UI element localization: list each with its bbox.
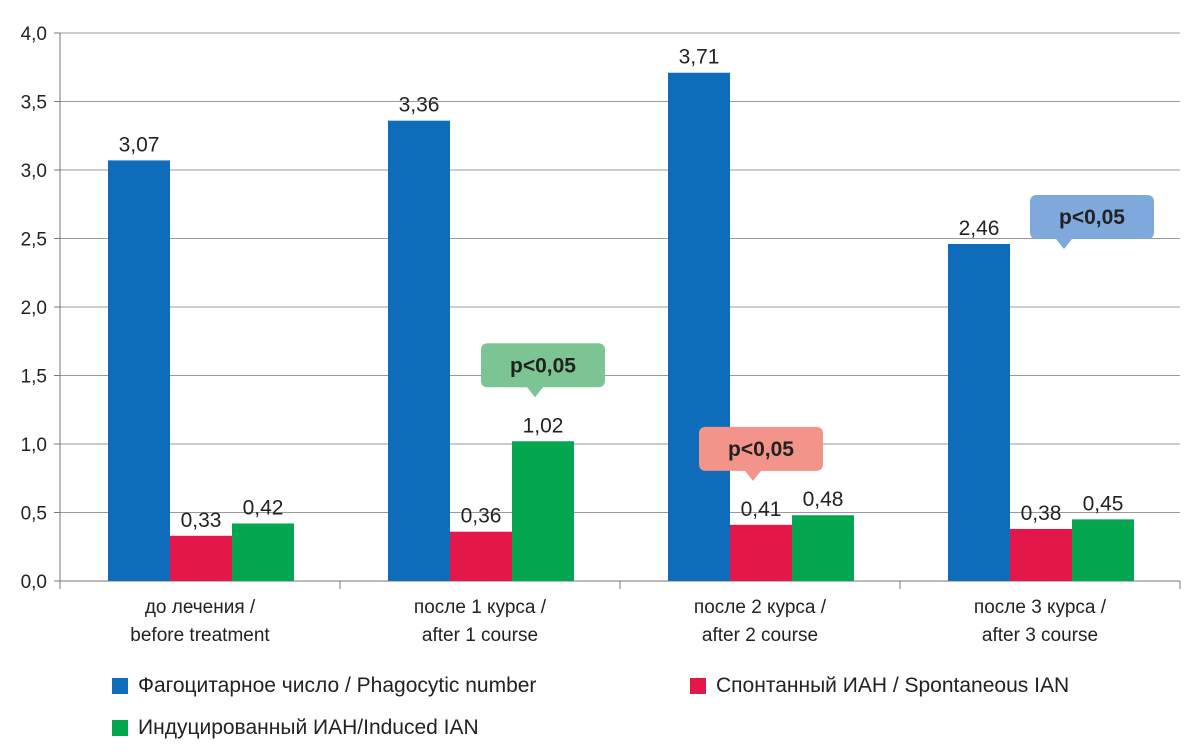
data-label: 3,36 xyxy=(399,94,440,117)
y-tick-label: 3,0 xyxy=(21,161,47,182)
bar xyxy=(232,523,294,581)
bar-chart: 0,0 0,5 1,0 1,5 2,0 2,5 3,0 3,5 4,0 3,07 3,36 3,71 2… xyxy=(21,24,1181,646)
legend-label-spontaneous: Спонтанный ИАН / Spontaneous IAN xyxy=(716,674,1070,697)
y-tick-label: 2,5 xyxy=(21,230,47,251)
data-label: 0,45 xyxy=(1083,492,1124,515)
legend-label-induced: Индуцированный ИАН/Induced IAN xyxy=(138,716,479,739)
data-label: 3,07 xyxy=(119,133,160,156)
bar xyxy=(1072,519,1134,581)
x-category-label: after 2 course xyxy=(702,625,818,646)
y-tick-label: 3,5 xyxy=(21,93,47,114)
data-label: 0,48 xyxy=(803,488,844,511)
bar xyxy=(388,120,450,582)
legend-swatch-induced xyxy=(112,720,128,736)
bar xyxy=(1010,528,1072,581)
legend-item-phagocytic: Фагоцитарное число / Phagocytic number xyxy=(112,674,536,698)
data-label: 0,36 xyxy=(461,505,502,528)
data-label: 3,71 xyxy=(679,46,720,69)
data-label: 0,33 xyxy=(181,509,222,532)
bar xyxy=(730,524,792,581)
legend-swatch-phagocytic xyxy=(112,678,128,694)
x-category-label: до лечения / xyxy=(145,597,256,618)
bar xyxy=(512,441,574,581)
y-tick-label: 0,0 xyxy=(21,572,47,593)
data-label: 0,42 xyxy=(243,496,284,519)
bar xyxy=(668,72,730,581)
x-category-label: before treatment xyxy=(130,625,270,646)
x-category-label: after 3 course xyxy=(982,625,1098,646)
data-label: 2,46 xyxy=(959,217,1000,240)
data-label: 0,41 xyxy=(741,498,782,521)
y-tick-label: 1,0 xyxy=(21,435,47,456)
bar xyxy=(108,160,170,581)
y-tick-label: 0,5 xyxy=(21,504,47,525)
bar xyxy=(450,531,512,581)
significance-label: p<0,05 xyxy=(510,354,576,377)
y-tick-label: 4,0 xyxy=(21,24,47,45)
data-label: 1,02 xyxy=(523,414,564,437)
bar xyxy=(170,535,232,581)
significance-callout xyxy=(699,426,823,481)
bar xyxy=(792,515,854,581)
legend-swatch-spontaneous xyxy=(690,678,706,694)
x-category-label: после 2 курса / xyxy=(694,597,827,618)
significance-callout xyxy=(1030,195,1154,249)
significance-label: p<0,05 xyxy=(728,438,794,461)
legend-item-induced: Индуцированный ИАН/Induced IAN xyxy=(112,716,479,740)
significance-label: p<0,05 xyxy=(1059,206,1125,229)
y-tick-label: 2,0 xyxy=(21,298,47,319)
x-category-label: после 1 курса / xyxy=(414,597,547,618)
bar xyxy=(948,243,1010,582)
y-tick-label: 1,5 xyxy=(21,367,47,388)
x-category-label: после 3 курса / xyxy=(974,597,1107,618)
significance-callout xyxy=(481,343,605,398)
x-category-label: after 1 course xyxy=(422,625,538,646)
legend-item-spontaneous: Спонтанный ИАН / Spontaneous IAN xyxy=(690,674,1069,698)
data-label: 0,38 xyxy=(1021,502,1062,525)
legend-label-phagocytic: Фагоцитарное число / Phagocytic number xyxy=(138,674,537,697)
